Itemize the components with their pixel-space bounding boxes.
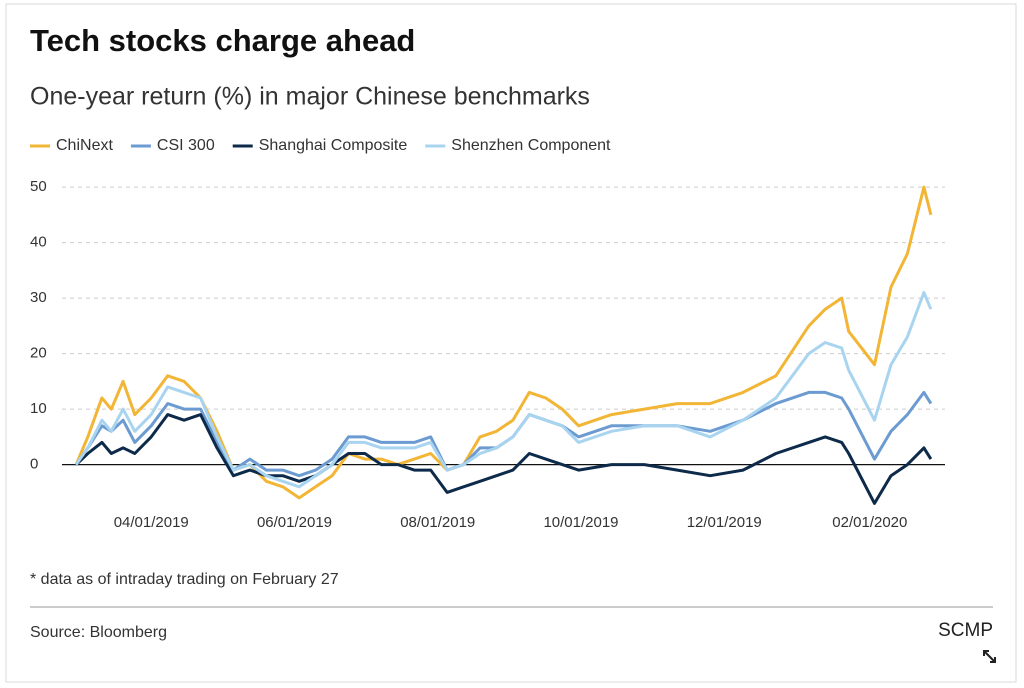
chart-title: Tech stocks charge ahead (30, 23, 415, 58)
chart-subtitle: One-year return (%) in major Chinese ben… (30, 83, 590, 111)
expand-icon[interactable] (983, 650, 996, 663)
legend-label: Shanghai Composite (259, 137, 408, 154)
y-tick-label: 40 (30, 234, 47, 251)
legend-label: ChiNext (56, 137, 113, 154)
footnote: * data as of intraday trading on Februar… (30, 571, 339, 588)
x-tick-label: 04/01/2019 (114, 514, 189, 531)
y-tick-label: 0 (30, 456, 38, 473)
source: Source: Bloomberg (30, 624, 167, 641)
legend-label: Shenzhen Component (451, 137, 611, 154)
y-tick-label: 30 (30, 289, 47, 306)
series-line (75, 413, 933, 505)
x-tick-label: 06/01/2019 (257, 514, 332, 531)
x-tick-label: 12/01/2019 (687, 514, 762, 531)
legend-label: CSI 300 (157, 137, 215, 154)
y-tick-label: 50 (30, 178, 47, 195)
x-tick-label: 10/01/2019 (543, 514, 618, 531)
x-tick-label: 08/01/2019 (400, 514, 475, 531)
brand: SCMP (938, 620, 993, 641)
x-tick-label: 02/01/2020 (832, 514, 907, 531)
card (5, 3, 1017, 683)
series-line (74, 291, 933, 489)
y-tick-label: 10 (30, 400, 47, 417)
y-tick-label: 20 (30, 345, 47, 362)
series-line (74, 185, 933, 500)
